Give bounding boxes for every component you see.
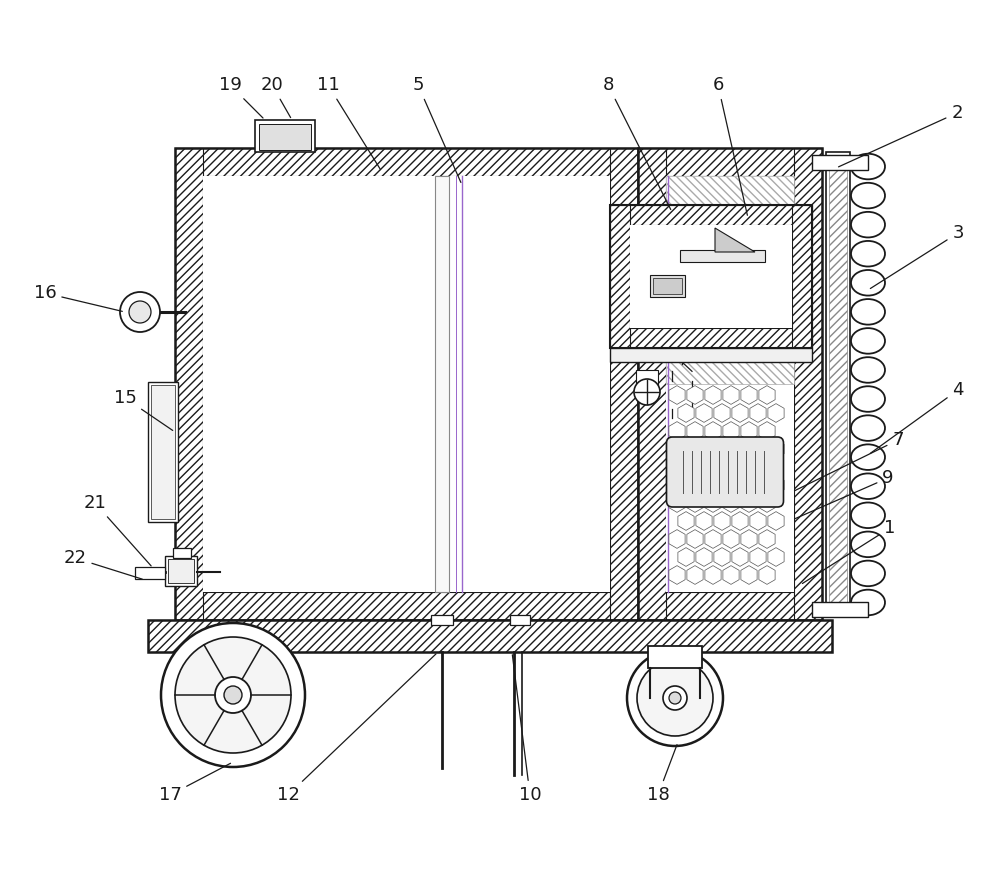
Bar bbox=[151, 385, 175, 519]
Bar bbox=[168, 559, 194, 583]
Bar bbox=[431, 615, 453, 625]
Text: 3: 3 bbox=[870, 224, 964, 288]
Bar bbox=[165, 556, 197, 586]
Bar bbox=[148, 382, 178, 522]
Bar bbox=[680, 250, 765, 262]
Text: 10: 10 bbox=[512, 655, 541, 804]
Circle shape bbox=[215, 677, 251, 713]
Text: 1: 1 bbox=[802, 519, 896, 583]
Bar bbox=[638, 148, 822, 620]
Bar bbox=[792, 205, 812, 348]
Bar bbox=[794, 148, 822, 620]
Text: 21: 21 bbox=[84, 494, 151, 566]
Bar bbox=[135, 567, 165, 579]
Bar bbox=[666, 176, 794, 384]
Text: 2: 2 bbox=[839, 104, 963, 167]
Text: 5: 5 bbox=[412, 76, 461, 182]
Bar bbox=[610, 148, 638, 620]
Bar bbox=[255, 120, 315, 152]
Circle shape bbox=[129, 301, 151, 323]
Circle shape bbox=[663, 686, 687, 710]
Bar bbox=[812, 602, 868, 617]
Text: 12: 12 bbox=[277, 654, 436, 804]
Bar bbox=[648, 646, 702, 668]
Bar bbox=[610, 205, 812, 225]
Text: 22: 22 bbox=[64, 549, 142, 579]
Text: 18: 18 bbox=[647, 745, 677, 804]
Circle shape bbox=[637, 660, 713, 736]
Circle shape bbox=[627, 650, 723, 746]
Bar bbox=[638, 148, 822, 176]
Bar bbox=[148, 620, 832, 652]
Circle shape bbox=[175, 637, 291, 753]
Polygon shape bbox=[715, 228, 755, 252]
Bar bbox=[638, 148, 666, 620]
Bar bbox=[829, 155, 847, 614]
Bar bbox=[510, 615, 530, 625]
Circle shape bbox=[669, 692, 681, 704]
Text: 8: 8 bbox=[602, 76, 671, 210]
Bar bbox=[610, 205, 630, 348]
Bar bbox=[636, 370, 658, 386]
Bar bbox=[175, 148, 638, 620]
Bar bbox=[610, 348, 812, 362]
Text: 7: 7 bbox=[794, 431, 904, 491]
Bar bbox=[826, 152, 850, 617]
Text: 16: 16 bbox=[34, 284, 122, 312]
Text: 4: 4 bbox=[870, 381, 964, 453]
Bar bbox=[203, 176, 610, 592]
Bar bbox=[173, 548, 191, 558]
Bar bbox=[610, 205, 812, 348]
Text: 19: 19 bbox=[219, 76, 263, 118]
Bar bbox=[610, 328, 812, 348]
Text: 17: 17 bbox=[159, 763, 231, 804]
FancyBboxPatch shape bbox=[666, 437, 784, 507]
Circle shape bbox=[634, 379, 660, 405]
Bar bbox=[653, 278, 682, 294]
Bar bbox=[812, 155, 868, 170]
Text: 9: 9 bbox=[795, 469, 894, 519]
Circle shape bbox=[224, 686, 242, 704]
Bar bbox=[175, 592, 638, 620]
Text: 20: 20 bbox=[261, 76, 291, 118]
Circle shape bbox=[161, 623, 305, 767]
Bar bbox=[175, 148, 203, 620]
Text: 15: 15 bbox=[114, 389, 173, 430]
Bar bbox=[175, 148, 638, 176]
Bar bbox=[259, 124, 311, 150]
Bar bbox=[650, 275, 685, 297]
Bar bbox=[435, 176, 449, 592]
Bar bbox=[630, 225, 792, 328]
Text: 6: 6 bbox=[712, 76, 747, 216]
Circle shape bbox=[120, 292, 160, 332]
Bar bbox=[638, 592, 822, 620]
Bar bbox=[666, 176, 794, 592]
Text: 11: 11 bbox=[317, 76, 381, 169]
Bar bbox=[148, 620, 832, 652]
